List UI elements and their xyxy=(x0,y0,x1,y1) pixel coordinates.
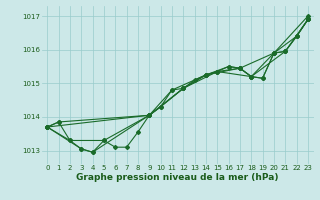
X-axis label: Graphe pression niveau de la mer (hPa): Graphe pression niveau de la mer (hPa) xyxy=(76,173,279,182)
